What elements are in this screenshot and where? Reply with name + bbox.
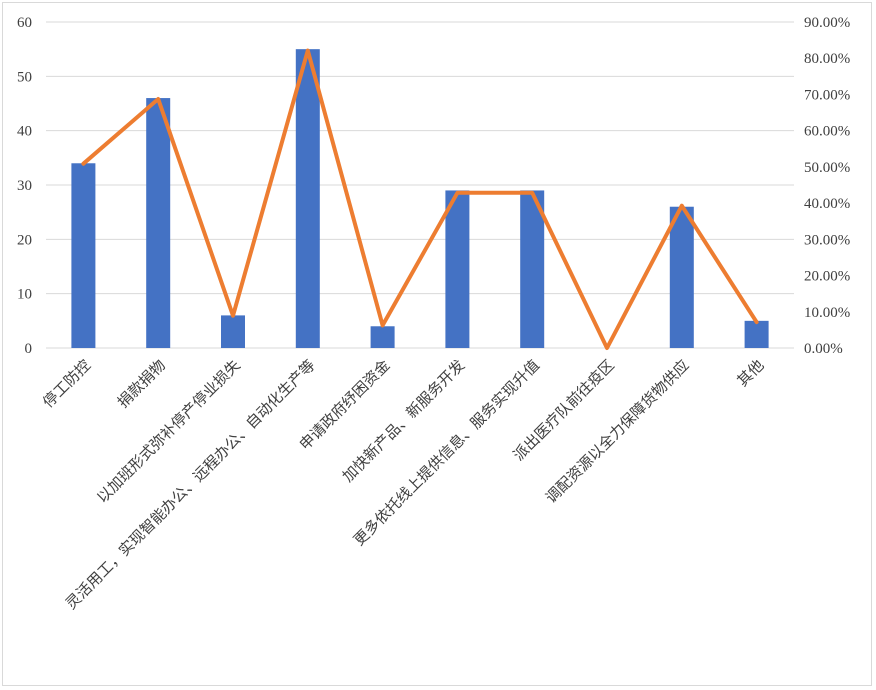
category-label: 其他: [733, 356, 767, 390]
line-point: [82, 163, 84, 165]
category-label: 停工防控: [39, 356, 94, 411]
left-axis-tick-label: 20: [17, 232, 32, 248]
right-axis-tick-label: 90.00%: [804, 15, 850, 31]
category-label: 加快新产品、新服务开发: [339, 356, 468, 485]
right-axis-tick-label: 80.00%: [804, 51, 850, 67]
line-point: [157, 98, 159, 100]
bar: [295, 49, 320, 349]
line-point: [681, 205, 683, 207]
bar: [221, 315, 245, 348]
category-label: 灵活用工，实现智能办公、远程办公、自动化生产等: [62, 356, 319, 613]
category-label: 捐款捐物: [114, 356, 169, 411]
right-axis-tick-label: 60.00%: [804, 124, 850, 140]
right-axis-ticks: 0.00% 10.00% 20.00% 30.00% 40.00% 50.00% 60.00…: [804, 15, 850, 357]
line-series: [81, 48, 759, 350]
line-point: [232, 315, 234, 317]
bar-series: [71, 49, 769, 349]
left-axis-tick-label: 30: [17, 178, 32, 194]
right-axis-tick-label: 40.00%: [804, 196, 850, 212]
left-axis-tick-label: 40: [17, 124, 32, 140]
bar: [146, 98, 171, 348]
line-point: [382, 324, 384, 326]
right-axis-tick-label: 0.00%: [804, 341, 843, 357]
bar: [445, 190, 470, 348]
right-axis-tick-label: 70.00%: [804, 87, 850, 103]
category-label: 以加班形式弥补停产停业损失: [93, 356, 244, 507]
bar: [71, 163, 96, 348]
left-axis-ticks: 0 10 20 30 40 50 60: [17, 15, 32, 357]
right-axis-tick-label: 50.00%: [804, 160, 850, 176]
line-point: [756, 321, 758, 323]
line-point: [606, 347, 608, 349]
right-axis-tick-label: 30.00%: [804, 232, 850, 248]
line-series-path: [81, 48, 759, 350]
line-point: [307, 49, 309, 51]
category-labels: 停工防控 捐款捐物以加班形式弥补停产停业损失灵活用工，实现智能办公、远程办公、自动…: [39, 356, 767, 613]
bar: [370, 326, 395, 348]
bar: [669, 206, 694, 348]
left-axis-tick-label: 50: [17, 69, 32, 85]
bar: [520, 190, 545, 348]
left-axis-tick-label: 60: [17, 15, 32, 31]
left-axis-tick-label: 10: [17, 287, 32, 303]
line-point: [456, 192, 458, 194]
right-axis-tick-label: 10.00%: [804, 305, 850, 321]
left-axis-tick-label: 0: [25, 341, 33, 357]
bar: [744, 320, 769, 348]
line-point: [531, 192, 533, 194]
category-label: 调配资源以全力保障货物供应: [542, 356, 693, 507]
right-axis-tick-label: 20.00%: [804, 269, 850, 285]
